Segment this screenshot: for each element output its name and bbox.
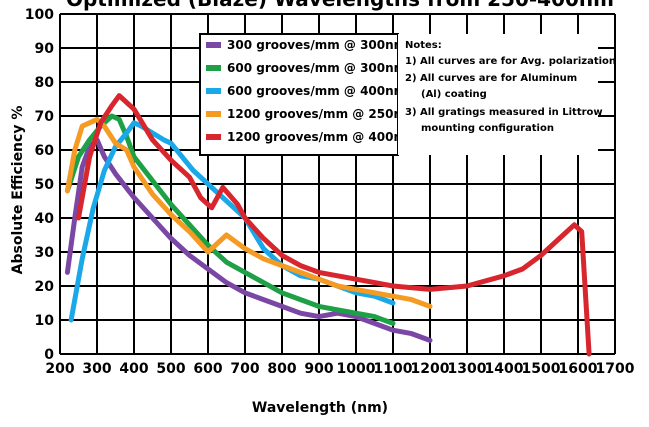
- x-tick-label: 1000: [337, 361, 376, 377]
- y-tick-label: 70: [35, 109, 55, 125]
- note-line: Notes:: [405, 40, 442, 51]
- legend-label: 600 grooves/mm @ 300nm: [227, 61, 406, 75]
- x-tick-label: 1500: [522, 361, 561, 377]
- legend-label: 1200 grooves/mm @ 250nm: [227, 107, 415, 121]
- series-line: [76, 93, 592, 357]
- y-tick-label: 30: [35, 245, 55, 261]
- series-line: [64, 113, 396, 326]
- legend-label: 600 grooves/mm @ 400nm: [227, 84, 406, 98]
- y-tick-label: 0: [44, 347, 54, 363]
- series-line: [64, 116, 433, 309]
- series-line: [64, 137, 433, 343]
- y-tick-label: 40: [35, 211, 55, 227]
- y-tick-label: 60: [35, 143, 55, 159]
- note-line: 1) All curves are for Avg. polarization: [405, 56, 616, 67]
- x-tick-label: 200: [45, 361, 74, 377]
- x-tick-label: 1600: [559, 361, 598, 377]
- x-tick-label: 700: [230, 361, 259, 377]
- y-tick-label: 100: [25, 7, 54, 23]
- y-tick-labels: 0 10 20 30 40 50 60 70 80 90 100: [25, 7, 54, 363]
- notes-box: Notes: 1) All curves are for Avg. polariz…: [398, 34, 616, 155]
- legend-label: 1200 grooves/mm @ 400nm: [227, 130, 415, 144]
- x-tick-label: 400: [119, 361, 148, 377]
- legend-box: [199, 33, 399, 156]
- note-line: 2) All curves are for Aluminum: [405, 73, 577, 84]
- x-tick-label: 1200: [411, 361, 450, 377]
- y-tick-label: 50: [35, 177, 55, 193]
- x-tick-label: 1100: [374, 361, 413, 377]
- x-tick-label: 500: [156, 361, 185, 377]
- note-line: mounting configuration: [421, 123, 554, 134]
- chart-title: Optimized (Blaze) Wavelengths from 250-4…: [66, 0, 614, 11]
- note-line: (Al) coating: [421, 89, 487, 100]
- legend: 300 grooves/mm @ 300nm 600 grooves/mm @ 3…: [199, 33, 415, 156]
- legend-label: 300 grooves/mm @ 300nm: [227, 38, 406, 52]
- note-line: 3) All gratings measured in Littrow: [405, 107, 603, 118]
- x-tick-label: 1700: [596, 361, 635, 377]
- y-tick-label: 10: [35, 313, 55, 329]
- x-axis-label: Wavelength (nm): [252, 400, 388, 416]
- y-tick-label: 90: [35, 41, 55, 57]
- y-tick-label: 80: [35, 75, 55, 91]
- x-tick-label: 800: [267, 361, 296, 377]
- x-tick-label: 1300: [448, 361, 487, 377]
- x-tick-labels: 200 300 400 500 600 700 800 900 1000110012001300…: [45, 361, 634, 377]
- y-axis-label: Absolute Efficiency %: [10, 106, 26, 275]
- x-tick-label: 300: [82, 361, 111, 377]
- x-tick-label: 1400: [485, 361, 524, 377]
- series-lines: [64, 93, 592, 357]
- x-tick-label: 600: [193, 361, 222, 377]
- notes-background: [398, 34, 598, 155]
- x-tick-label: 900: [304, 361, 333, 377]
- y-tick-label: 20: [35, 279, 55, 295]
